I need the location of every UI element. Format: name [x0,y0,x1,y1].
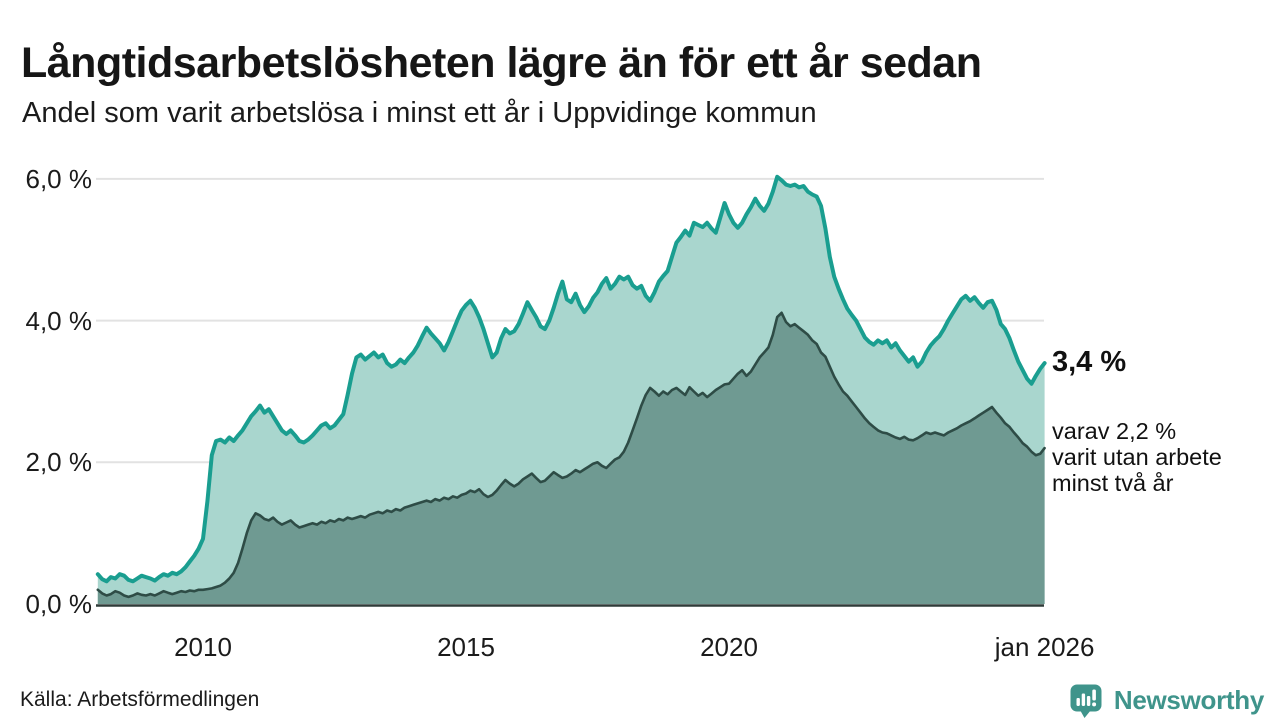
brand-logo: Newsworthy [1068,682,1264,719]
x-tick-label: 2020 [700,632,758,662]
newsworthy-icon [1070,684,1102,718]
end-value-sublabel: varav 2,2 % varit utan arbete minst två … [1052,418,1222,496]
y-tick-label: 2,0 % [25,447,93,478]
x-tick-label: 2010 [174,632,232,662]
y-tick-label: 4,0 % [25,305,93,336]
end-sublabel-line: varit utan arbete [1052,444,1222,470]
y-tick-label: 0,0 % [25,589,93,619]
y-tick-label: 6,0 % [25,163,93,194]
end-value-label: 3,4 % [1052,346,1127,378]
end-sublabel-line: minst två år [1052,470,1174,496]
x-tick-label: jan 2026 [994,632,1095,662]
x-tick-label: 2015 [437,632,495,662]
newsworthy-wordmark: Newsworthy [1113,685,1264,715]
line-one-year [95,174,1047,584]
page-title: Långtidsarbetslösheten lägre än för ett … [21,38,982,87]
end-sublabel-line: varav 2,2 % [1052,418,1177,444]
line-two-years [96,311,1046,599]
area-two-years [97,312,1045,604]
chart-subtitle: Andel som varit arbetslösa i minst ett å… [22,97,817,129]
source-note: Källa: Arbetsförmedlingen [20,688,260,711]
